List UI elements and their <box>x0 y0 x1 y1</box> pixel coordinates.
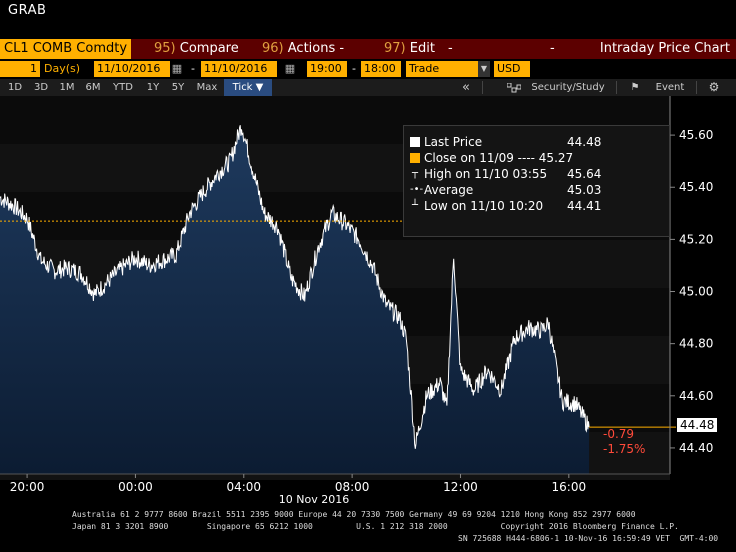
y-tick-label: 44.40 <box>679 441 713 455</box>
x-tick-label: 16:00 <box>552 480 587 494</box>
range-button[interactable]: Max <box>196 82 218 93</box>
chart-title: Intraday Price Chart <box>599 41 730 56</box>
edit-num: 97) <box>384 41 406 56</box>
parameter-bar: 1 Day(s) 11/10/2016 ▦ - 11/10/2016 ▦ 19:… <box>0 60 736 78</box>
security-study-button[interactable]: Security/Study <box>531 82 605 93</box>
collapse-left-icon[interactable]: « <box>462 80 470 95</box>
period-count-input[interactable]: 1 <box>0 61 40 77</box>
legend-label: High on 11/10 03:55 <box>424 167 548 181</box>
legend-label: Close on 11/09 ---- 45.27 <box>424 151 574 165</box>
x-axis: 20:00 00:00 04:00 08:00 12:00 16:00 <box>0 473 670 494</box>
chart-type-icon[interactable] <box>504 79 524 96</box>
chevron-down-icon: ▼ <box>255 82 264 93</box>
y-tick-label: 45.00 <box>679 285 713 299</box>
x-tick-label: 20:00 <box>10 480 45 494</box>
title-caret-icon[interactable]: - <box>550 41 555 56</box>
footer-session: SN 725688 H444-6806-1 10-Nov-16 16:59:49… <box>458 534 719 543</box>
legend-value: 44.41 <box>567 199 602 213</box>
legend-row-low: ┴ Low on 11/10 10:20 44.41 <box>404 198 669 214</box>
square-icon <box>410 153 420 163</box>
x-tick-label: 00:00 <box>118 480 153 494</box>
legend-value: 45.64 <box>567 167 602 181</box>
chart-toolbar: 1D 3D 1M 6M YTD 1Y 5Y Max Tick ▼ « Secur… <box>0 79 736 96</box>
range-button[interactable]: 6M <box>85 82 101 93</box>
change-pct-tag: -1.75% <box>603 442 646 456</box>
legend-value: 44.48 <box>567 135 602 149</box>
x-tick-label: 12:00 <box>443 480 478 494</box>
low-marker-icon: ┴ <box>411 200 419 211</box>
square-icon <box>410 137 420 147</box>
range-button[interactable]: YTD <box>113 82 133 93</box>
field-select[interactable]: Trade <box>406 61 478 77</box>
high-marker-icon: ┬ <box>411 168 419 179</box>
time-separator: - <box>352 62 356 75</box>
range-button[interactable]: 1D <box>7 82 23 93</box>
compare-menu[interactable]: 95) Compare <box>154 40 239 58</box>
footer-contacts-1: Australia 61 2 9777 8600 Brazil 5511 239… <box>72 510 636 519</box>
legend-row-last: Last Price 44.48 <box>404 134 669 150</box>
y-tick-label: 44.60 <box>679 389 713 403</box>
x-tick-label: 08:00 <box>335 480 370 494</box>
interval-dropdown[interactable]: Tick ▼ <box>224 79 272 96</box>
range-button[interactable]: 3D <box>33 82 49 93</box>
legend-row-close: Close on 11/09 ---- 45.27 <box>404 150 669 166</box>
gear-icon[interactable]: ⚙ <box>708 80 720 94</box>
legend-row-high: ┬ High on 11/10 03:55 45.64 <box>404 166 669 182</box>
legend-label: Low on 11/10 10:20 <box>424 199 544 213</box>
actions-menu[interactable]: 96) Actions - <box>262 40 344 58</box>
y-tick-label: 45.20 <box>679 232 713 246</box>
command-bar: CL1 COMB Comdty 95) Compare 96) Actions … <box>0 39 736 59</box>
y-axis: 44.40 44.60 44.80 45.00 45.20 45.40 45.60 <box>669 96 713 474</box>
chevron-down-icon[interactable]: ▼ <box>478 61 490 77</box>
calendar-icon[interactable]: ▦ <box>284 62 296 75</box>
average-marker-icon: -•- <box>410 184 424 195</box>
end-time-input[interactable]: 18:00 <box>361 61 401 77</box>
security-ticker[interactable]: CL1 COMB Comdty <box>0 39 132 59</box>
legend-value: 45.03 <box>567 183 602 197</box>
chart-legend[interactable]: Last Price 44.48 Close on 11/09 ---- 45.… <box>403 125 670 237</box>
end-date-input[interactable]: 11/10/2016 <box>201 61 277 77</box>
edit-label: Edit <box>409 41 435 56</box>
x-tick-label: 04:00 <box>226 480 261 494</box>
flag-icon[interactable]: ⚑ <box>630 82 640 93</box>
y-tick-label: 45.40 <box>679 180 713 194</box>
y-tick-label: 45.60 <box>679 128 713 142</box>
compare-num: 95) <box>154 41 176 56</box>
actions-label: Actions <box>287 41 336 56</box>
range-button[interactable]: 1M <box>59 82 75 93</box>
legend-label: Average <box>424 183 474 197</box>
footer: Australia 61 2 9777 8600 Brazil 5511 239… <box>0 506 736 552</box>
legend-row-average: -•- Average 45.03 <box>404 182 669 198</box>
last-price-tag: 44.48 <box>677 418 717 432</box>
actions-num: 96) <box>262 41 284 56</box>
change-tag: -0.79 <box>603 427 635 441</box>
range-button[interactable]: 5Y <box>171 82 185 93</box>
actions-caret-icon: - <box>339 41 345 56</box>
range-button[interactable]: 1Y <box>146 82 160 93</box>
legend-label: Last Price <box>424 135 483 149</box>
currency-field[interactable]: USD <box>494 61 530 77</box>
screen-title: GRAB <box>8 3 47 18</box>
x-axis-label: 10 Nov 2016 <box>279 493 349 506</box>
compare-label: Compare <box>179 41 239 56</box>
calendar-icon[interactable]: ▦ <box>171 62 183 75</box>
price-line <box>0 125 590 449</box>
start-time-input[interactable]: 19:00 <box>307 61 347 77</box>
start-date-input[interactable]: 11/10/2016 <box>94 61 170 77</box>
event-button[interactable]: Event <box>655 82 685 93</box>
y-tick-label: 44.80 <box>679 337 713 351</box>
edit-menu[interactable]: 97) Edit <box>384 40 435 58</box>
footer-contacts-2: Japan 81 3 3201 8900 Singapore 65 6212 1… <box>72 522 679 531</box>
edit-caret-icon[interactable]: - <box>448 41 453 56</box>
period-unit-select[interactable]: Day(s) <box>41 61 93 77</box>
interval-label: Tick <box>232 82 253 93</box>
date-separator: - <box>191 62 195 75</box>
